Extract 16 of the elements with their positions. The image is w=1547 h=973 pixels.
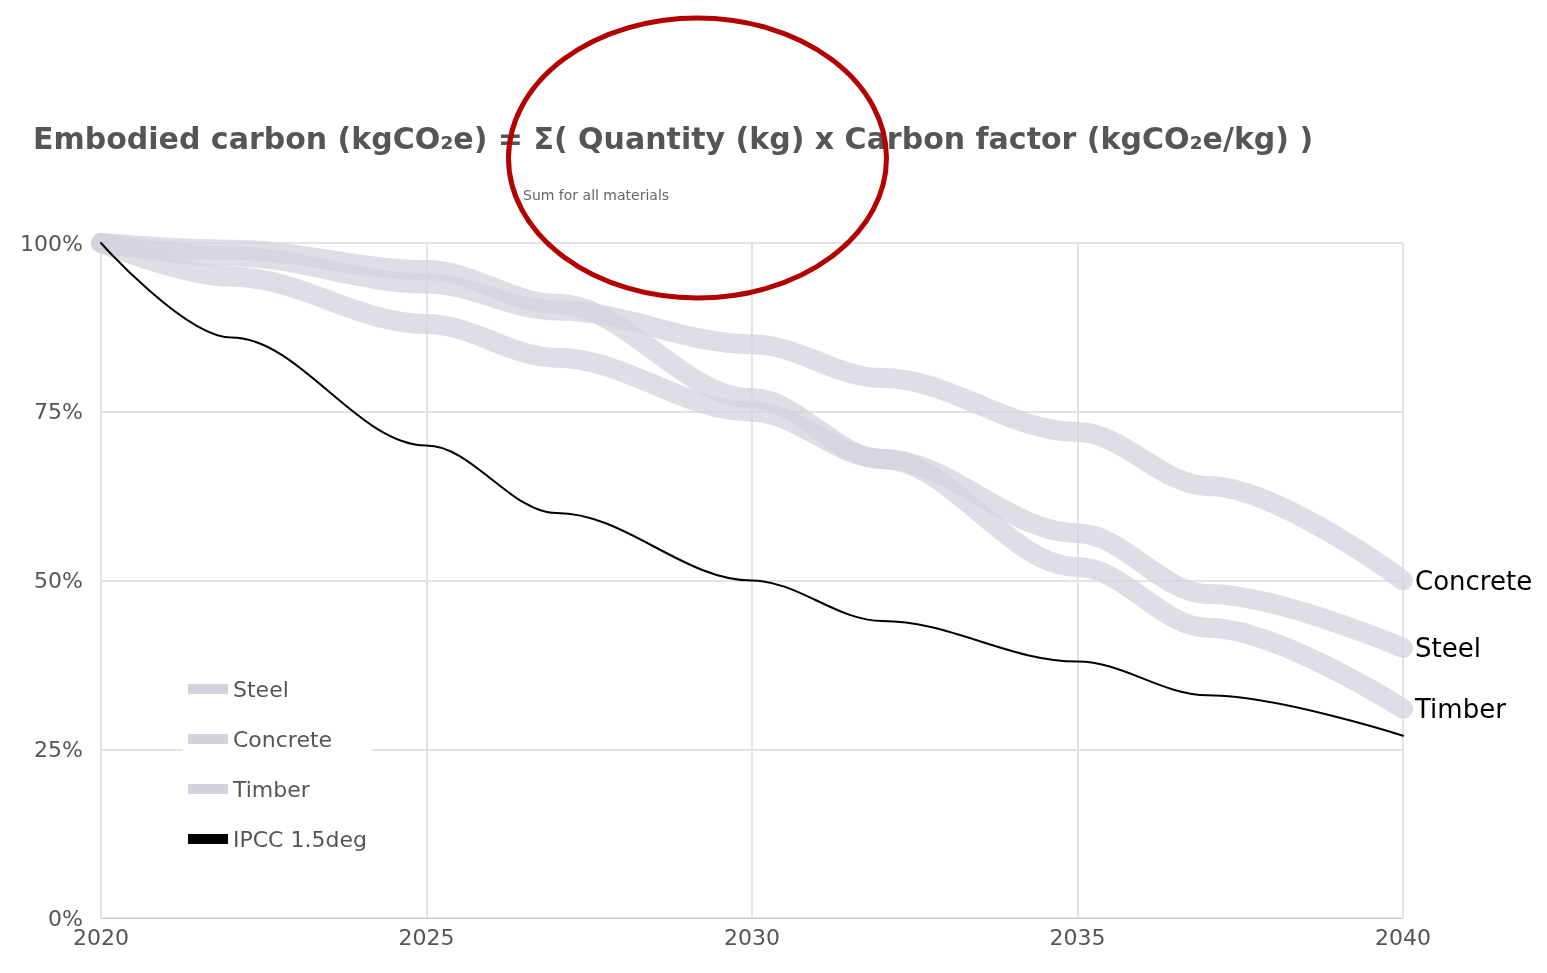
text: Concrete — [1415, 565, 1533, 596]
x-tick-label: 2030 — [724, 924, 780, 950]
text: Sum for all materials — [523, 187, 670, 203]
y-tick-label: 100% — [20, 230, 83, 256]
x-tick-label: 2035 — [1049, 924, 1106, 950]
y-tick-label: 75% — [34, 399, 83, 425]
text: Steel — [1415, 633, 1481, 663]
x-tick-label: 2025 — [398, 924, 455, 950]
x-tick-label: 2040 — [1375, 924, 1431, 950]
legend-label: Concrete — [233, 726, 333, 752]
y-tick-label: 25% — [34, 736, 83, 762]
legend-label: Steel — [233, 676, 289, 702]
text: Timber — [1415, 693, 1506, 724]
y-tick-label: 50% — [34, 568, 83, 593]
legend-label: IPCC 1.5deg — [233, 826, 367, 852]
legend-label: Timber — [232, 776, 311, 802]
